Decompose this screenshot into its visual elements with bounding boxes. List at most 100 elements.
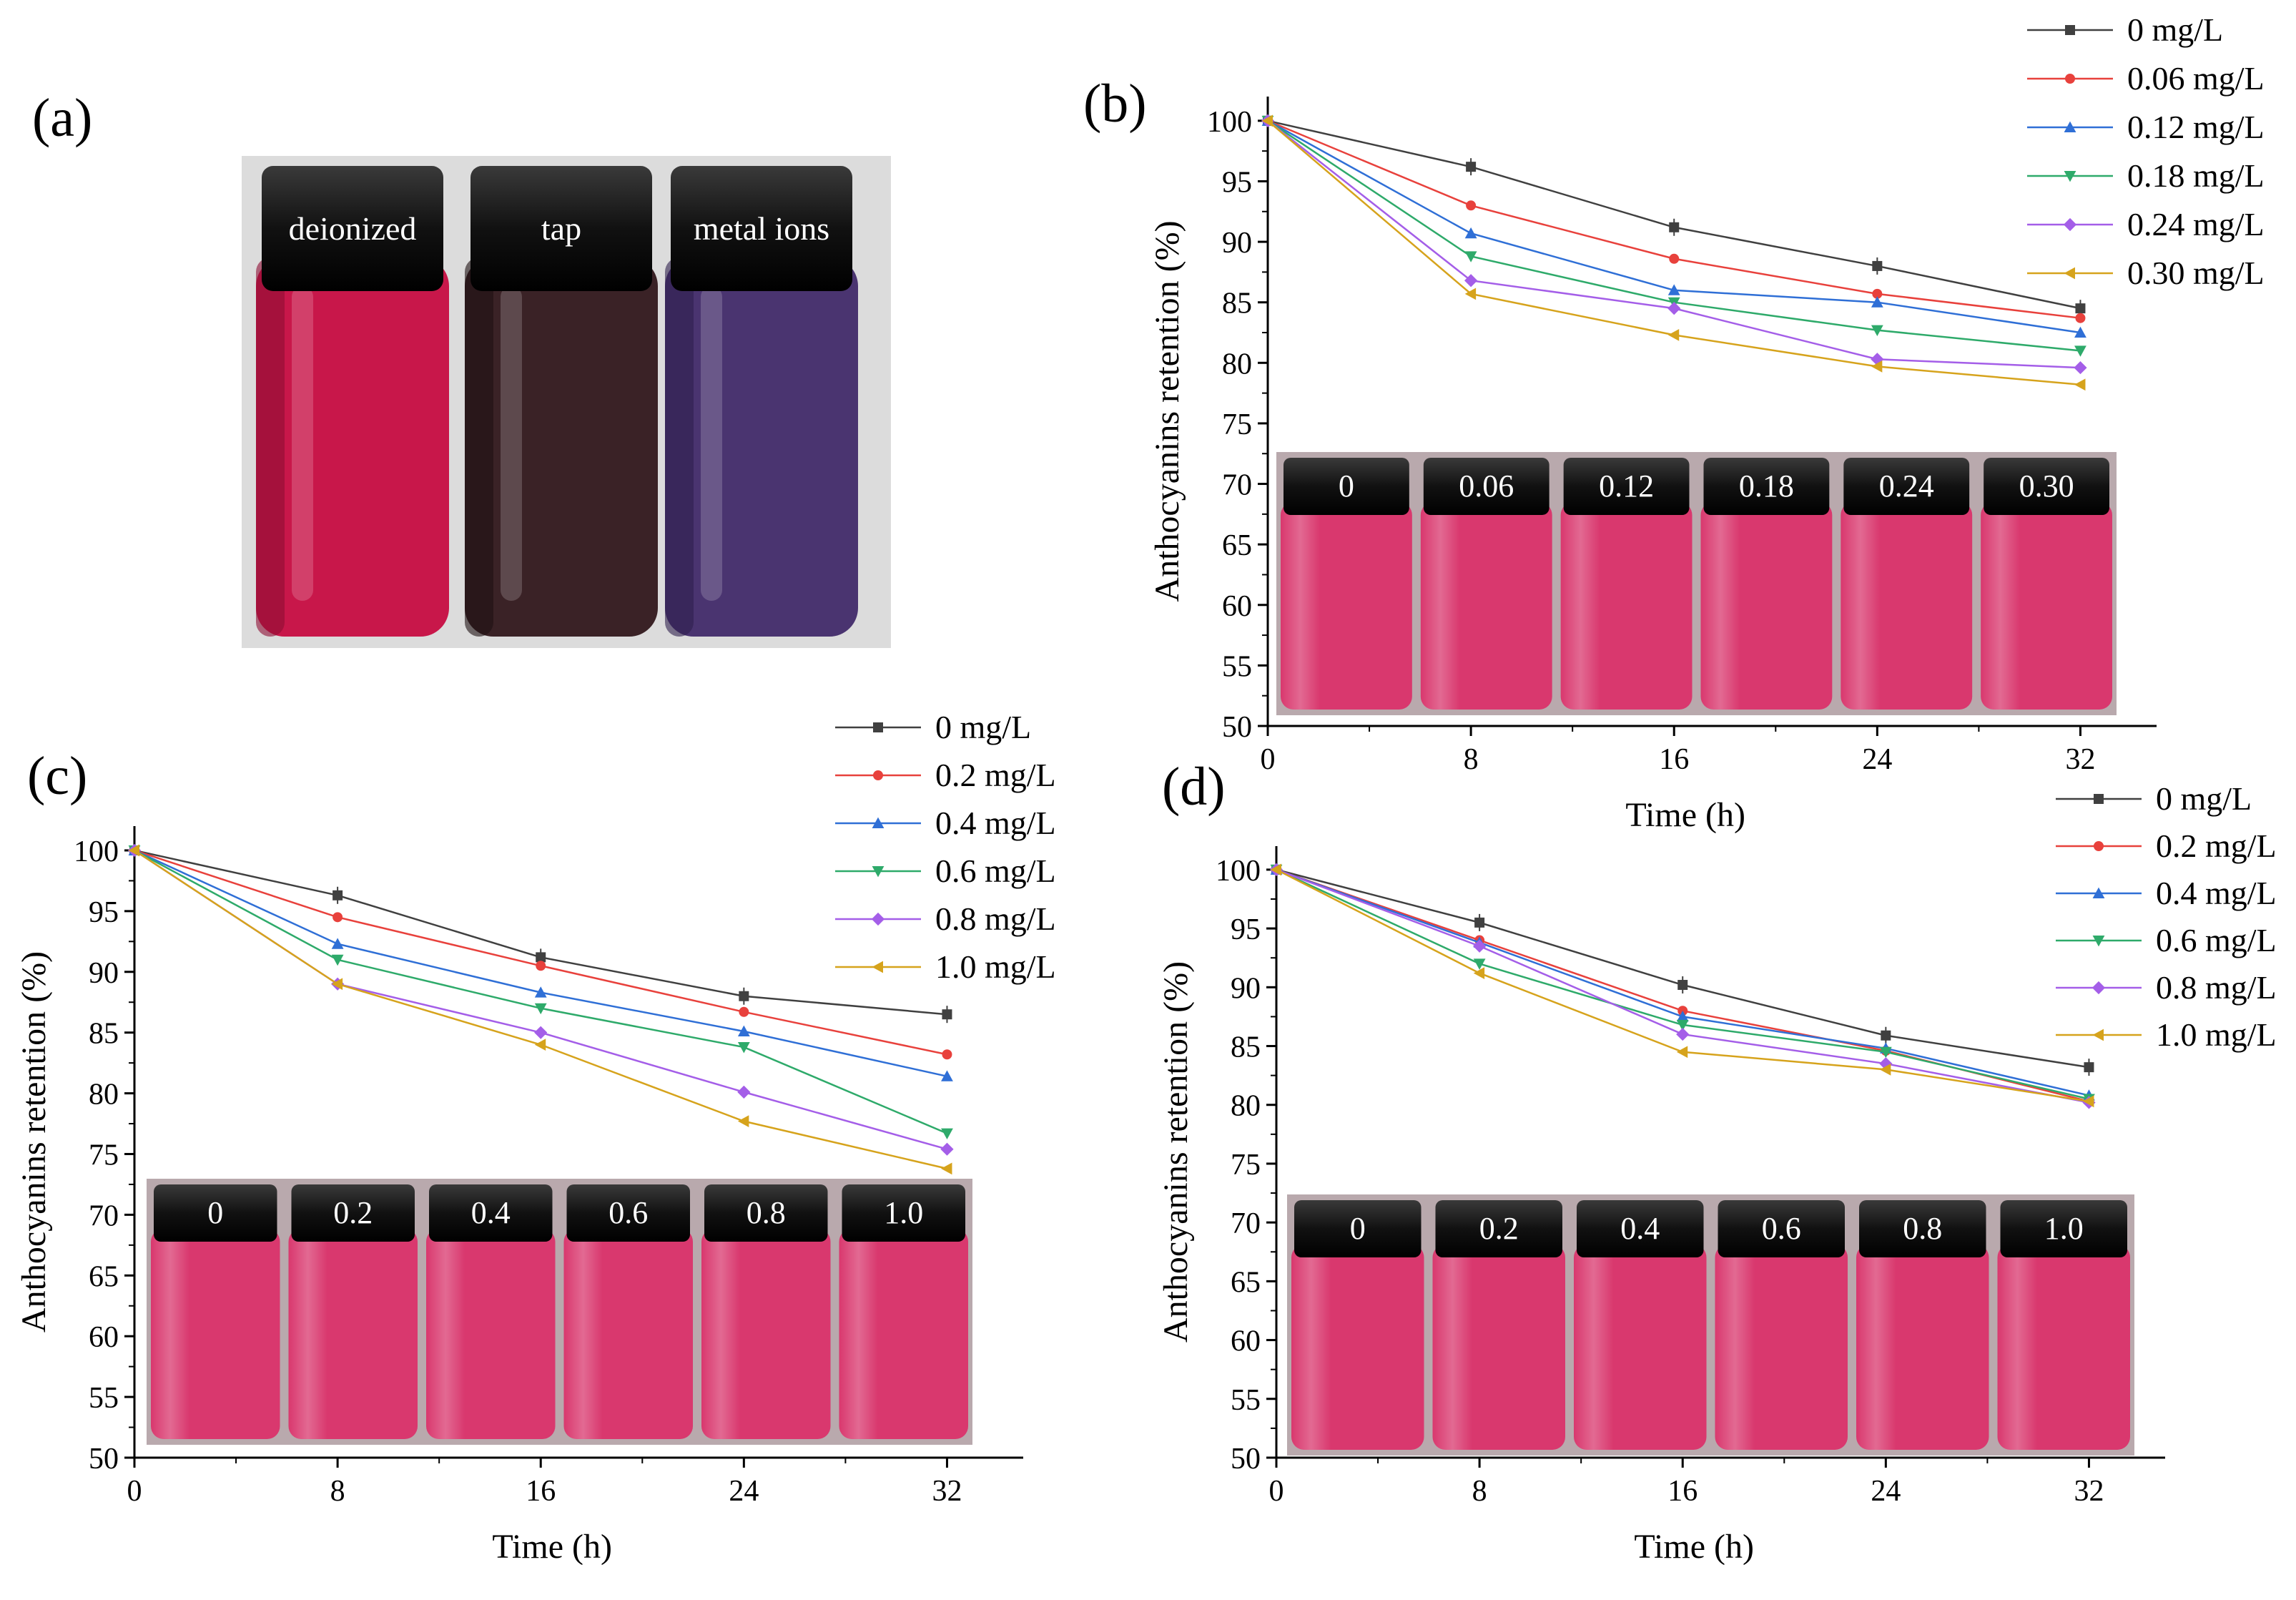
data-point (1473, 967, 1485, 979)
legend: 0 mg/L 0.2 mg/L 0.4 mg/L 0.6 mg/L 0.8 mg/L 1.… (835, 709, 1056, 985)
y-axis-label: Anthocyanins retention (%) (1148, 220, 1186, 602)
y-tick-label: 85 (1222, 288, 1252, 320)
legend-label: 1.0 mg/L (2156, 1016, 2277, 1053)
data-point (534, 1026, 548, 1039)
data-point (2074, 326, 2086, 338)
photo-vial-cap (2000, 1200, 2127, 1257)
data-point (739, 1006, 749, 1017)
data-point (737, 1085, 751, 1099)
data-point (1466, 162, 1477, 172)
photo-vial-glass (1856, 1245, 1989, 1450)
data-point (1473, 939, 1487, 953)
data-point (332, 912, 343, 923)
legend-marker (2064, 171, 2076, 182)
x-tick-label: 32 (2074, 1475, 2104, 1508)
y-tick-label: 95 (1231, 913, 1261, 946)
data-point (1464, 274, 1478, 288)
photo-background (147, 1179, 972, 1445)
series-1 (1271, 864, 2094, 1076)
panel-letter: (c) (27, 746, 87, 806)
vial-shadow (465, 257, 493, 637)
vial-cap (671, 166, 852, 291)
x-tick-label: 8 (1472, 1475, 1487, 1508)
legend-marker (2094, 841, 2104, 851)
photo-vial-glass (563, 1229, 693, 1439)
x-tick-label: 24 (1871, 1475, 1901, 1508)
vial-photo: 0 0.2 0.4 0.6 0.8 1.0 (1287, 1194, 2134, 1456)
photo-vial-glass (1432, 1245, 1565, 1450)
vial-cap (262, 166, 443, 291)
legend-label: 0 mg/L (935, 709, 1031, 745)
data-point (1872, 288, 1883, 299)
x-tick-label: 0 (127, 1475, 142, 1508)
data-point (1667, 302, 1681, 315)
legend: 0 mg/L 0.2 mg/L 0.4 mg/L 0.6 mg/L 0.8 mg/L 1.… (2056, 780, 2277, 1053)
data-point (1677, 980, 1688, 991)
legend-label: 0.4 mg/L (935, 805, 1056, 841)
data-point (1270, 863, 1281, 876)
legend-label: 0 mg/L (2127, 11, 2223, 48)
photo-vial-glass (151, 1229, 280, 1439)
photo-vial-cap (1435, 1200, 1562, 1257)
photo-vial-cap (704, 1184, 828, 1242)
data-point (2075, 303, 2086, 314)
y-tick-label: 65 (89, 1260, 119, 1293)
vial-label: deionized (289, 210, 417, 247)
photo-vial-cap (566, 1184, 690, 1242)
series-4 (1261, 115, 2086, 357)
data-point (1464, 288, 1477, 300)
vial-liquid (256, 257, 449, 637)
legend-marker (873, 770, 883, 780)
series-3 (128, 844, 953, 1081)
vial-label: tap (541, 210, 581, 247)
x-tick-label: 0 (1269, 1475, 1284, 1508)
x-axis-label: Time (h) (492, 1528, 612, 1566)
y-tick-label: 80 (1222, 348, 1252, 381)
panel-letter: (d) (1162, 757, 1226, 817)
photo-vial-glass (1841, 502, 1973, 710)
series-line (1267, 119, 2081, 369)
y-tick-label: 75 (89, 1139, 119, 1172)
data-point (1879, 1046, 1892, 1059)
legend-marker (2092, 1029, 2104, 1041)
y-tick-label: 75 (1231, 1149, 1261, 1182)
data-point (2075, 313, 2086, 323)
vial-liquid (665, 257, 858, 637)
data-point (941, 1128, 953, 1140)
vial-cap (470, 166, 652, 291)
x-tick-label: 16 (1659, 743, 1689, 776)
data-point (940, 1142, 954, 1156)
y-tick-label: 90 (1231, 972, 1261, 1005)
photo-vial-label: 0.18 (1739, 468, 1794, 504)
x-tick-label: 16 (526, 1475, 556, 1508)
vial-3: metal ions (665, 166, 858, 637)
panel-a-letter: (a) (32, 88, 92, 148)
data-point (536, 961, 546, 971)
photo-vial-glass (1574, 1245, 1707, 1450)
data-point (1261, 114, 1273, 127)
photo-vial-glass (1560, 502, 1693, 710)
photo-vial-glass (1981, 502, 2112, 710)
photo-vial-label: 0.12 (1599, 468, 1654, 504)
panel-d: (d)0 0.2 0.4 0.6 0.8 1.0505560657075808590951… (1157, 757, 2277, 1566)
y-tick-label: 60 (1231, 1325, 1261, 1358)
y-tick-label: 55 (1222, 650, 1252, 683)
panel-b: (b)0 0.06 0.12 0.18 0.24 0.305055606570758085… (1083, 11, 2265, 834)
legend-marker (2065, 74, 2075, 84)
x-tick-label: 8 (330, 1475, 345, 1508)
legend: 0 mg/L 0.06 mg/L 0.12 mg/L 0.18 mg/L 0.24 mg… (2027, 11, 2265, 291)
legend-marker (873, 722, 883, 732)
legend-label: 0.8 mg/L (935, 900, 1056, 937)
y-tick-label: 85 (1231, 1031, 1261, 1064)
photo-vial-glass (839, 1229, 968, 1439)
photo-vial-label: 0 (1339, 468, 1354, 504)
legend-label: 0.24 mg/L (2127, 206, 2265, 242)
data-point (1669, 253, 1680, 264)
photo-vial-glass (1281, 502, 1412, 710)
data-point (534, 1039, 546, 1051)
y-tick-label: 90 (89, 957, 119, 990)
photo-vial-label: 0.24 (1879, 468, 1934, 504)
vial-highlight (501, 286, 522, 601)
photo-vial-glass (426, 1229, 556, 1439)
